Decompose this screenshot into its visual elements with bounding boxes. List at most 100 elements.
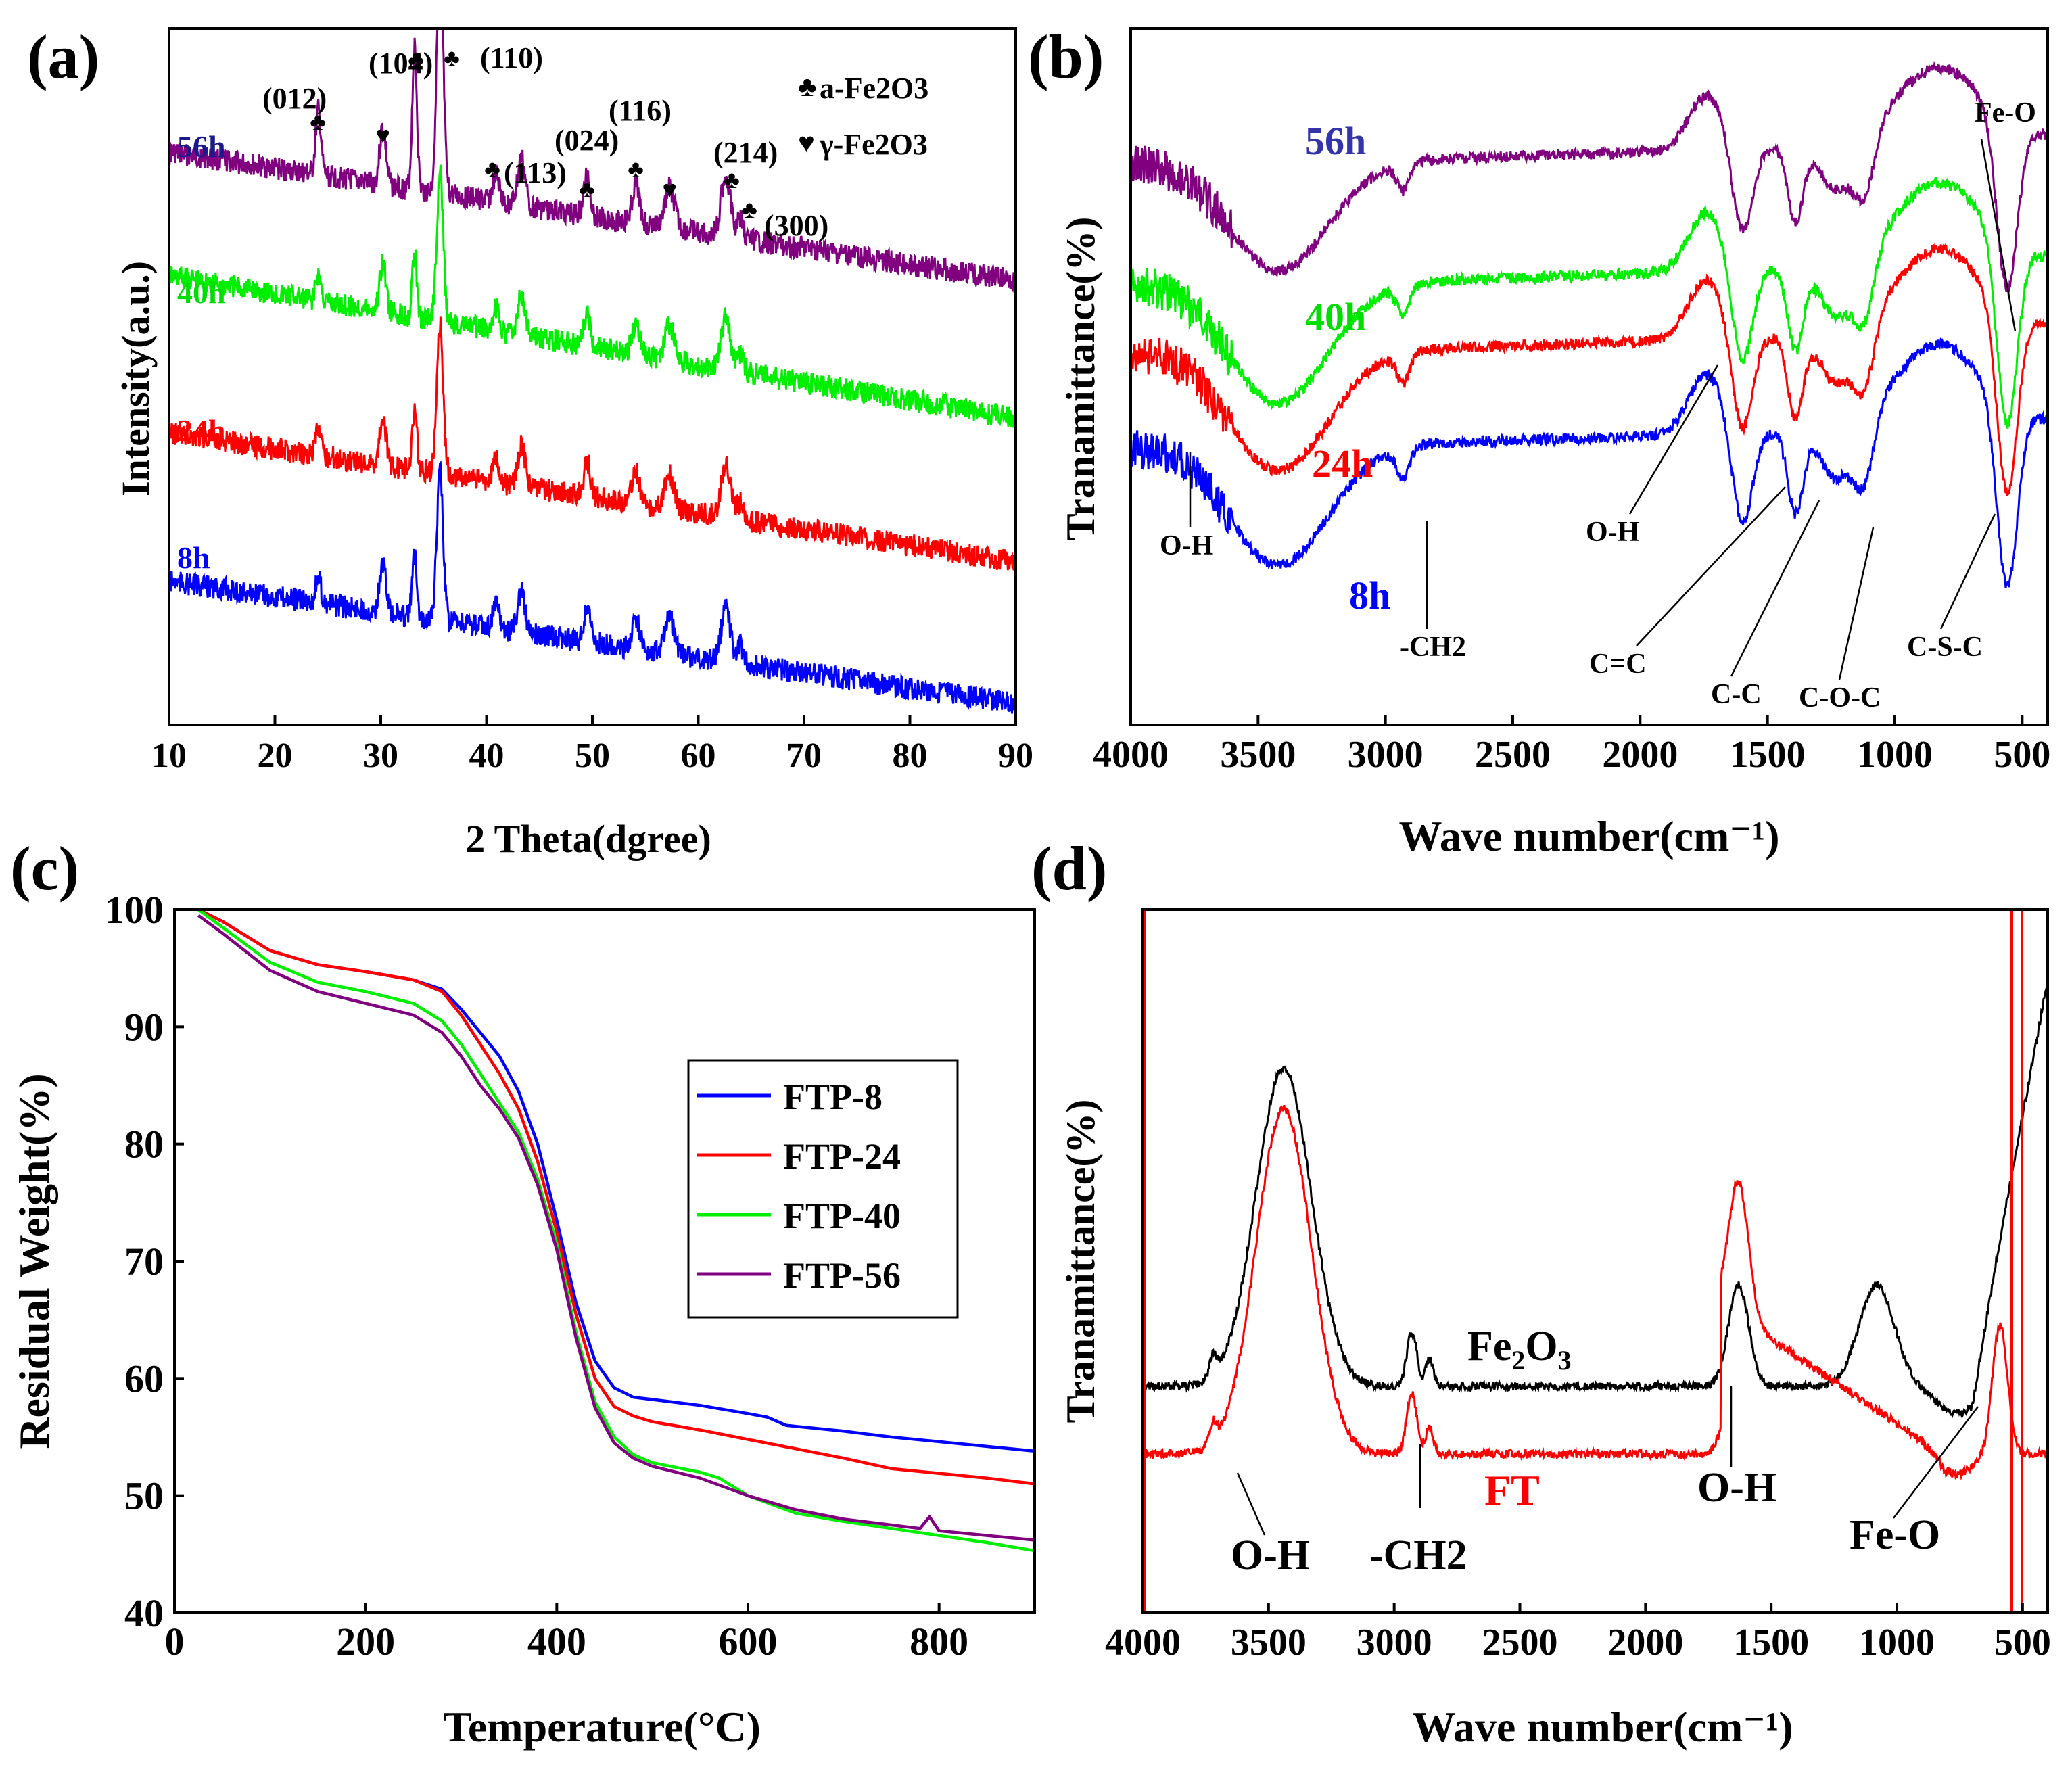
panel-b-x-tick-label: 1000 [1857, 734, 1933, 776]
panel-a-peak-label: (012) [262, 82, 327, 115]
panel-b-frame [1129, 27, 2049, 726]
panel-b-series-label-8h: 8h [1349, 573, 1390, 617]
panel-b-x-tick-label: 2500 [1475, 734, 1551, 776]
panel-c-y-tick-label: 40 [124, 1591, 164, 1635]
panel-b-series-label-56h: 56h [1305, 119, 1366, 163]
panel-b-annotation-label: -CH2 [1400, 632, 1466, 663]
panel-c-x-tick-label: 200 [336, 1620, 395, 1664]
panel-a-peak-label: (113) [504, 156, 567, 189]
panel-d-series-FT [1141, 1104, 2049, 1481]
panel-d-x-tick-label: 500 [1994, 1622, 2051, 1664]
panel-a-x-tick-label: 70 [786, 736, 822, 775]
panel-c-plot-area [197, 908, 1035, 1553]
panel-a-peak-labels: (012)♣(104)♣ (110)♣(113)♣(024)♣(116)♣ (214… [262, 41, 828, 242]
panel-b-series-labels: 56h 40h 24h 8h [1305, 119, 1390, 617]
panel-a-label: (a) [27, 22, 99, 91]
panel-b-annotation-arrow [1939, 513, 1996, 630]
panel-c-x-tick-label: 600 [719, 1620, 778, 1664]
panel-a-x-tick-label: 90 [998, 736, 1033, 775]
panel-a-series-labels: 56h 40h 24h 8h [177, 129, 226, 575]
panel-c-y-tick-label: 80 [124, 1123, 164, 1167]
panel-b-x-tick-label: 2000 [1602, 734, 1678, 776]
panel-b-annotation-arrow [1730, 500, 1820, 677]
panel-d-frame [1141, 908, 2049, 1614]
panel-a-alpha-marker: ♣ [724, 166, 740, 193]
panel-d-series-labels: Fe2O3 FT [1467, 1323, 1572, 1514]
panel-c-y-tick-label: 70 [124, 1240, 164, 1284]
panel-a-x-ticks: 10 20 30 40 50 60 70 80 90 [151, 715, 1033, 775]
panel-b-annotation-label: C-O-C [1799, 682, 1881, 713]
panel-d-x-tick-label: 3000 [1357, 1622, 1432, 1664]
panel-b-series-24h [1129, 242, 2049, 496]
panel-a-x-tick-label: 50 [575, 736, 610, 775]
panel-a-series-24h [168, 316, 1017, 571]
panel-d-x-tick-label: 2500 [1482, 1622, 1558, 1664]
panel-a-legend-alpha-text: a-Fe2O3 [820, 72, 928, 105]
panel-c-legend: FTP-8 FTP-24 FTP-40 FTP-56 [687, 1059, 959, 1319]
panel-b-x-tick-label: 3500 [1220, 734, 1296, 776]
panel-a-alpha-marker: ♣ [628, 156, 644, 183]
panel-b-annotation-label: O-H [1160, 530, 1213, 561]
panel-b-x-tick-label: 1500 [1730, 734, 1806, 776]
panel-a-alpha-marker: ♣ [310, 108, 326, 135]
panel-a-alpha-marker: ♣ [408, 46, 424, 73]
panel-a-x-tick-label: 30 [363, 736, 398, 775]
panel-a-peak-label: (116) [609, 94, 672, 127]
panel-d-series-label-FT: FT [1484, 1466, 1540, 1514]
panel-a-x-tick-label: 20 [258, 736, 293, 775]
panel-c-x-axis-label: Temperature(°C) [443, 1703, 761, 1751]
panel-a-legend: ♣ a-Fe2O3 ♥ γ-Fe2O3 [798, 72, 928, 161]
panel-c-y-axis-label: Residual Weight(%) [10, 1073, 58, 1449]
panel-b-annotation-arrow [1636, 486, 1786, 646]
panel-c-x-tick-label: 800 [910, 1620, 968, 1664]
panel-a-x-axis-label: 2 Theta(dgree) [465, 817, 711, 861]
panel-a-series-label-8h: 8h [177, 540, 210, 575]
panel-a-peak-label: (104) [369, 47, 433, 80]
panel-a-series-label-40h: 40h [177, 275, 226, 310]
panel-d-x-tick-label: 2000 [1607, 1622, 1683, 1664]
panel-b-series-8h [1129, 337, 2049, 588]
panel-d-series-Fe2O3 [1141, 981, 2049, 1419]
panel-d-annotation-label: Fe-O [1850, 1512, 1940, 1558]
panel-c-y-ticks: 40 50 60 70 80 90 100 [105, 888, 184, 1635]
panel-a-alpha-marker: ♣ [444, 45, 460, 72]
panel-c-x-ticks: 0 200 400 600 800 [165, 1603, 968, 1664]
panel-d-annotations: O-H -CH2 O-H Fe-O [1231, 1386, 1979, 1578]
panel-b-annotation-label: C-S-C [1907, 632, 1983, 663]
panel-c-y-tick-label: 90 [124, 1005, 164, 1049]
panel-c-series-FTP-24 [197, 908, 1035, 1486]
panel-d-label: (d) [1031, 834, 1107, 903]
panel-a-y-axis-label: Intensity(a.u.) [114, 261, 158, 496]
panel-a-peak-label: (110) [480, 41, 543, 74]
panel-d-series-label-Fe2O3: Fe2O3 [1467, 1323, 1572, 1375]
panel-b: (b) 4000 3500 3000 2500 2000 1500 1000 500 Wave… [1028, 22, 2050, 860]
panel-c-y-tick-label: 100 [105, 888, 164, 932]
panel-b-annotation-arrow [1980, 138, 2017, 332]
panel-a-peak-label: (214) [713, 136, 778, 169]
panel-c-x-tick-label: 400 [527, 1620, 586, 1664]
panel-c-legend-label: FTP-56 [783, 1255, 901, 1296]
panel-c-y-tick-label: 50 [124, 1474, 164, 1518]
panel-a-peak-label: (300) [764, 209, 828, 242]
panel-d-x-axis-label: Wave number(cm⁻¹) [1412, 1703, 1793, 1751]
panel-a-series-label-24h: 24h [177, 413, 226, 448]
panel-c-x-tick-label: 0 [165, 1620, 185, 1664]
panel-d-x-tick-label: 1000 [1859, 1622, 1935, 1664]
panel-a-legend-gamma-text: γ-Fe2O3 [819, 128, 928, 161]
panel-b-x-tick-label: 4000 [1093, 734, 1169, 776]
panel-b-x-tick-label: 500 [1994, 734, 2050, 776]
panel-b-x-axis-label: Wave number(cm⁻¹) [1398, 812, 1779, 860]
panel-a-plot-area [168, 27, 1017, 714]
panel-c-y-tick-label: 60 [124, 1357, 164, 1401]
panel-b-series-56h [1129, 60, 2049, 297]
panel-c: (c) 0 200 400 600 800 40 50 60 70 80 90 100 Temper… [10, 834, 1036, 1751]
panel-a-peak-label: (024) [555, 124, 619, 157]
panel-b-annotation-label: O-H [1586, 517, 1639, 548]
panel-d: (d) 4000 3500 3000 2500 2000 1500 1000 500 Wave… [1031, 834, 2051, 1751]
panel-b-annotation-label: C-C [1711, 679, 1762, 710]
panel-d-annotation-label: O-H [1231, 1532, 1310, 1578]
panel-a-x-tick-label: 40 [469, 736, 504, 775]
panel-a: (a) 10 20 30 40 50 60 70 80 90 2 Theta(dgree) In… [27, 22, 1033, 861]
panel-a-x-tick-label: 80 [893, 736, 928, 775]
panel-d-annotation-arrow [1236, 1472, 1266, 1536]
